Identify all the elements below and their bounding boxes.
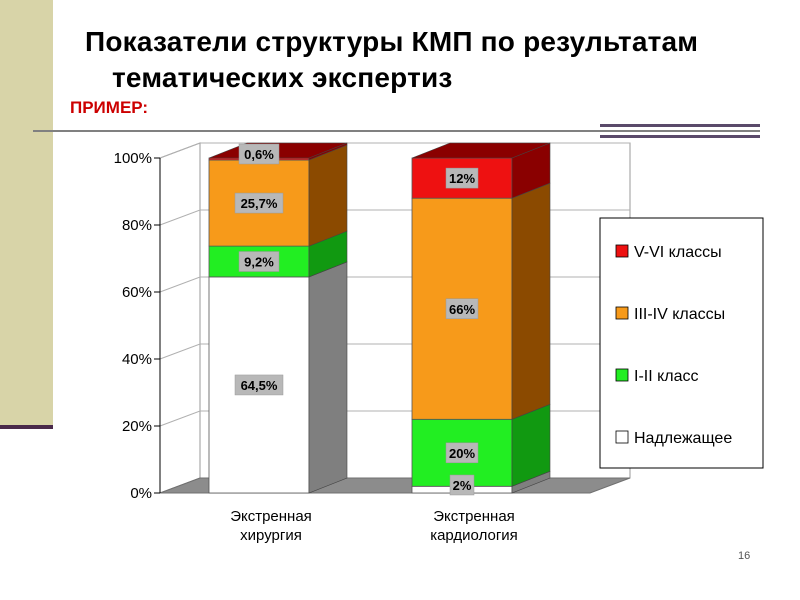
bar-segment-side — [511, 182, 551, 420]
y-tick-label: 0% — [130, 485, 152, 502]
divider-line — [33, 130, 760, 132]
legend-swatch — [615, 244, 629, 258]
data-label: 20% — [449, 446, 475, 461]
legend-label: V-VI классы — [634, 244, 722, 261]
data-label-box — [445, 298, 479, 319]
data-label: 25,7% — [241, 196, 278, 211]
data-label-box — [238, 143, 280, 165]
y-tick-label: 20% — [122, 418, 152, 435]
data-label: 12% — [449, 171, 475, 186]
bar-top-face — [411, 142, 551, 159]
data-label: 64,5% — [241, 378, 278, 393]
legend-label: III-IV классы — [634, 306, 725, 323]
slide-title-line-2: тематических экспертиз — [112, 62, 453, 93]
legend-swatch — [615, 430, 629, 444]
legend-label: Надлежащее — [634, 430, 732, 447]
page-number: 16 — [738, 550, 751, 562]
legend-label: I-II класс — [634, 368, 699, 385]
data-label: 2% — [453, 478, 472, 493]
data-label-box — [449, 474, 475, 496]
decorative-side-line — [0, 425, 53, 429]
data-label: 66% — [449, 302, 475, 317]
category-label: Экстренная — [433, 508, 515, 525]
decorative-side-bar — [0, 0, 53, 425]
y-tick-label: 100% — [114, 150, 152, 167]
bar-segment-side — [308, 261, 348, 494]
y-tick-label: 60% — [122, 284, 152, 301]
slide-title-line-1: Показатели структуры КМП по результатам — [85, 26, 699, 57]
slide-title: Показатели структуры КМП по результатам … — [85, 24, 785, 96]
data-label: 9,2% — [244, 255, 274, 270]
legend-swatch — [615, 306, 629, 320]
category-label: Экстренная — [230, 508, 312, 525]
chart-side-wall — [159, 142, 201, 494]
bar-segment-side — [308, 144, 348, 247]
category-label: хирургия — [240, 527, 302, 544]
y-tick-label: 40% — [122, 351, 152, 368]
data-label-box — [234, 192, 284, 214]
legend-swatch — [615, 368, 629, 382]
data-label-box — [445, 442, 479, 464]
data-label-box — [445, 167, 479, 189]
slide-subtitle: ПРИМЕР: — [70, 98, 149, 117]
data-label-box — [234, 374, 284, 396]
y-tick-label: 80% — [122, 217, 152, 234]
legend-box — [599, 217, 764, 469]
data-label: 0,6% — [244, 147, 274, 162]
divider-accent — [600, 124, 760, 138]
data-label-box — [238, 251, 280, 272]
category-label: кардиология — [430, 527, 518, 544]
